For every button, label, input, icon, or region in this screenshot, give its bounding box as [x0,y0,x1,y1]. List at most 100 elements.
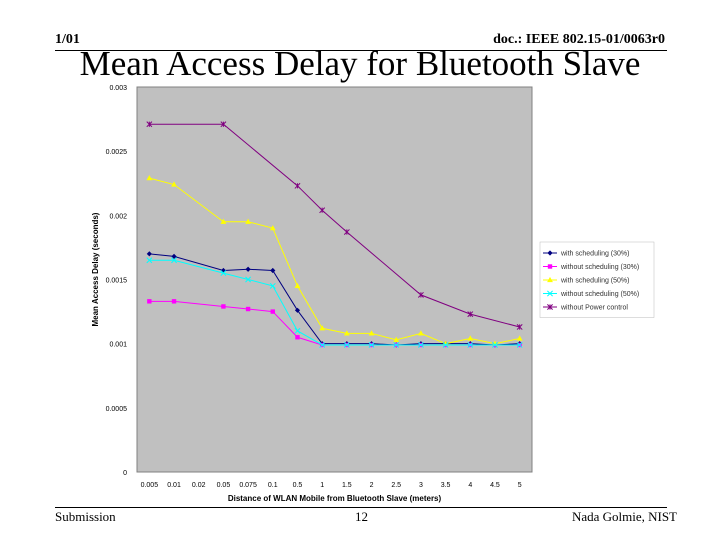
y-tick-label: 0.001 [109,342,127,349]
data-point [294,327,301,334]
x-tick-label: 3 [419,482,423,489]
footer-author: Nada Golmie, NIST [571,509,677,524]
x-tick-label: 1 [320,482,324,489]
legend-marker [547,276,553,283]
data-point [393,341,400,348]
data-point [516,324,523,330]
data-point [319,341,326,348]
data-point [171,299,177,304]
footer-rule [55,507,667,508]
x-tick-label: 0.01 [167,482,181,489]
data-point [220,270,227,277]
x-tick-label: 0.05 [217,482,231,489]
legend-entry: with scheduling (50%) [543,276,629,285]
data-point [146,121,153,128]
data-point [146,257,153,264]
data-point [467,311,474,318]
x-tick-label: 1.5 [342,482,352,489]
x-axis-label: Distance of WLAN Mobile from Bluetooth S… [228,494,442,503]
data-point [319,325,326,331]
legend-label: without Power control [560,305,628,312]
data-point [516,341,523,348]
data-point [368,341,375,348]
data-point [221,304,226,309]
y-tick-label: 0 [123,470,127,477]
data-point [220,121,227,128]
data-point [368,330,375,336]
y-tick-label: 0.003 [109,85,127,92]
legend-marker [547,264,553,269]
data-point [146,175,153,181]
y-tick-label: 0.0015 [106,278,128,285]
series-5 [146,121,523,330]
data-point [516,335,523,341]
data-point [245,306,251,312]
legend-label: with scheduling (30%) [560,251,629,258]
legend-entry: without scheduling (30%) [543,264,639,271]
header-date: 1/01 [55,32,80,47]
x-tick-label: 3.5 [441,482,451,489]
data-point [245,218,251,224]
series-line [149,123,520,328]
y-axis-label: Mean Access Delay (seconds) [91,212,100,326]
x-tick-label: 0.005 [141,482,159,489]
x-tick-label: 2.5 [391,482,401,489]
legend-marker [547,290,553,297]
legend-marker [547,304,553,310]
x-tick-label: 2 [370,482,374,489]
data-point [467,341,474,348]
data-point [245,276,252,283]
data-point [417,291,424,298]
data-point [343,330,350,336]
data-point [442,341,449,348]
data-point [343,341,350,348]
footer-submission: Submission [55,509,116,524]
x-tick-label: 0.1 [268,482,278,489]
x-tick-label: 0.02 [192,482,206,489]
y-tick-label: 0.0005 [106,406,128,413]
legend-label: without scheduling (30%) [560,264,639,271]
data-point [269,225,276,231]
legend-marker [547,250,553,256]
data-point [171,181,177,187]
y-axis: 0 0.0005 0.001 0.0015 0.002 0.0025 0.003 [106,85,128,477]
y-tick-label: 0.002 [109,213,127,220]
data-point [147,299,152,304]
data-point [492,341,498,348]
x-tick-label: 5 [518,482,522,489]
data-point [294,307,301,313]
x-tick-label: 4 [468,482,472,489]
legend-entry: with scheduling (30%) [543,250,629,258]
data-point [417,341,424,348]
slide-title: Mean Access Delay for Bluetooth Slave [79,44,641,83]
data-point [171,253,177,259]
x-axis: 0.005 0.01 0.02 0.05 0.075 0.1 0.5 1 1.5 2 2.5 3 3.5… [141,482,522,489]
series-layer [146,121,523,348]
header-rule [55,50,667,51]
legend-box [539,241,655,318]
legend-label: with scheduling (50%) [560,278,629,285]
data-point [467,335,474,341]
x-tick-label: 4.5 [490,482,500,489]
x-tick-label: 0.075 [239,482,257,489]
data-point [270,309,275,314]
data-point [418,330,424,336]
footer-page-number: 12 [355,509,368,524]
data-point [171,257,177,264]
data-point [294,182,301,189]
plot-area [136,86,533,473]
x-tick-label: 0.5 [293,482,303,489]
data-point [270,267,276,274]
legend-entry: without scheduling (50%) [543,290,639,298]
data-point [393,336,400,342]
data-point [269,282,276,289]
legend-label: without scheduling (50%) [560,291,639,298]
data-point [343,229,350,235]
data-point [295,335,300,340]
data-point [319,207,326,214]
legend-entry: without Power control [543,304,628,312]
data-point [146,251,152,257]
data-point [220,218,227,224]
data-point [294,282,301,289]
